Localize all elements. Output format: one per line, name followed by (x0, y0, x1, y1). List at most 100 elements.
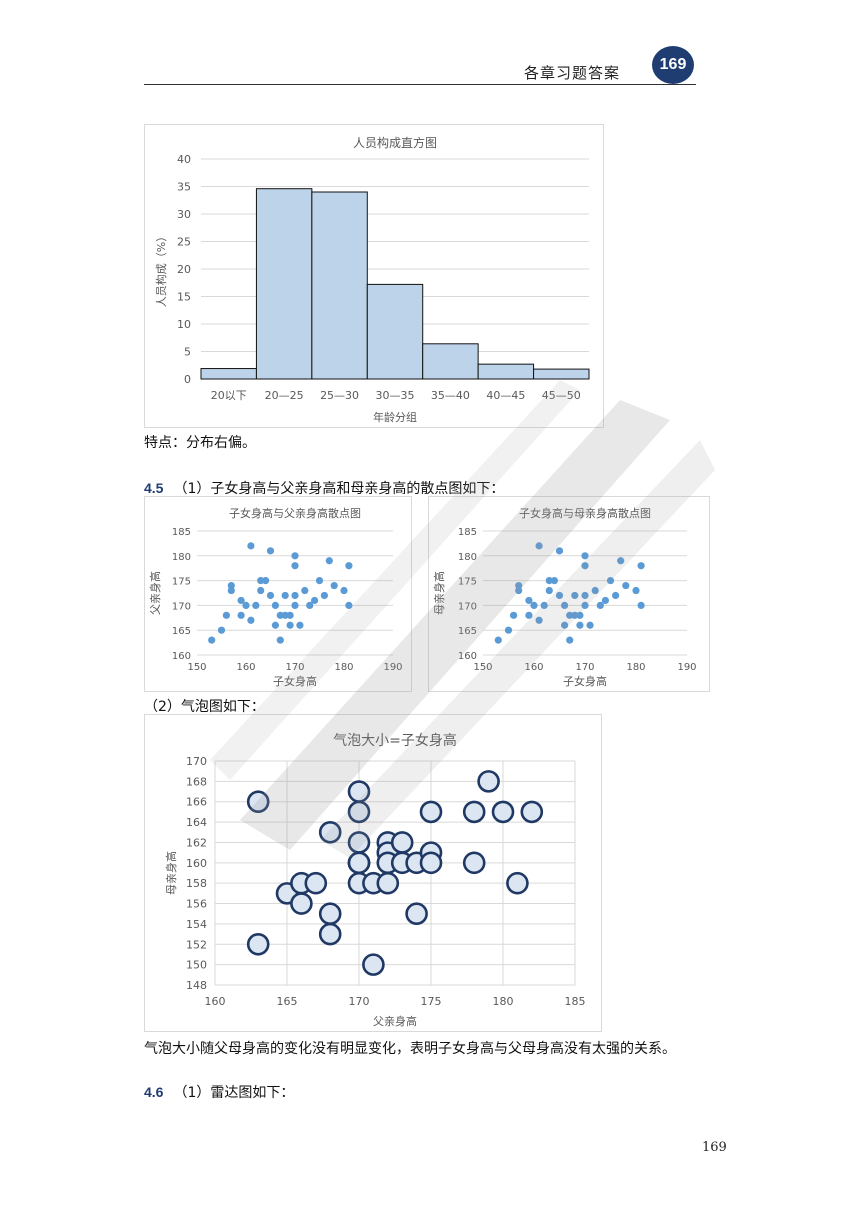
scatter-point (345, 601, 353, 609)
y-tick-label: 15 (177, 291, 191, 304)
y-tick-label: 162 (186, 836, 207, 849)
scatter-point (632, 586, 640, 595)
x-tick-label: 45—50 (542, 389, 581, 402)
scatter-point (291, 591, 299, 600)
bubble-point (290, 892, 313, 915)
x-tick-label: 20—25 (265, 389, 304, 402)
x-tick-label: 180 (493, 995, 514, 1008)
scatter-point (561, 621, 569, 629)
chart-title: 人员构成直方图 (353, 135, 437, 150)
scatter-point (281, 591, 289, 600)
y-tick-label: 30 (177, 208, 191, 221)
x-tick-label: 165 (277, 995, 298, 1008)
x-tick-label: 185 (565, 995, 586, 1008)
scatter-point (540, 601, 548, 609)
scatter-point (330, 581, 338, 590)
scatter-point (545, 586, 553, 595)
y-tick-label: 154 (186, 918, 207, 931)
x-tick-label: 175 (421, 995, 442, 1008)
y-tick-label: 175 (458, 577, 477, 588)
histogram-bar (311, 191, 368, 380)
x-tick-label: 20以下 (211, 389, 247, 402)
scatter-point (340, 586, 348, 595)
scatter-point (515, 586, 523, 595)
x-axis-label: 父亲身高 (373, 1014, 417, 1028)
x-tick-label: 180 (334, 662, 353, 673)
scatter-point (612, 591, 620, 600)
scatter-point (535, 542, 543, 550)
bubble-point (347, 851, 371, 875)
scatter-point (266, 591, 275, 600)
y-tick-label: 148 (186, 979, 207, 992)
scatter-point (581, 552, 589, 560)
histogram-bar (422, 343, 479, 380)
bubble-point (462, 851, 486, 875)
scatter-point (591, 586, 599, 595)
y-tick-label: 160 (186, 857, 207, 870)
scatter-point (227, 581, 235, 590)
section-4-6: 4.6 （1）雷达图如下： (144, 1082, 294, 1102)
scatter-point (535, 616, 543, 624)
scatter-point (271, 621, 279, 629)
bubble-point (246, 790, 270, 814)
scatter-point (555, 547, 564, 555)
bubble-point (462, 800, 486, 824)
scatter-point (571, 591, 579, 600)
scatter-point (208, 636, 216, 644)
bubble-point (318, 820, 342, 844)
bubble-chart: 148 150 152 154 156 158 160 162 164 166 168 170 160 1… (144, 714, 602, 1032)
scatter-point (252, 601, 260, 609)
x-tick-label: 190 (677, 662, 696, 673)
scatter-point (550, 577, 558, 585)
y-tick-label: 156 (186, 898, 207, 911)
scatter-point (581, 601, 589, 609)
scatter-point (286, 611, 294, 619)
y-tick-label: 35 (177, 181, 191, 194)
header-title: 各章习题答案 (524, 64, 621, 82)
scatter-point (237, 596, 245, 605)
x-tick-label: 160 (236, 662, 255, 673)
y-tick-label: 10 (177, 318, 191, 331)
y-axis-label: 母亲身高 (432, 571, 446, 615)
scatter-point (555, 591, 564, 600)
scatter-point (271, 601, 279, 609)
scatter-point (237, 611, 245, 619)
bubble-point (491, 800, 515, 824)
y-tick-label: 180 (172, 552, 191, 563)
scatter-point (494, 636, 502, 644)
scatter-point (315, 577, 324, 585)
bubble-point (347, 800, 371, 824)
scatter-point (301, 586, 309, 595)
x-axis-label: 子女身高 (563, 674, 607, 688)
scatter-point (276, 636, 284, 644)
x-tick-label: 25—30 (320, 389, 359, 402)
y-tick-label: 170 (458, 601, 477, 612)
chart-title: 子女身高与母亲身高散点图 (519, 506, 651, 520)
bubble-point (419, 800, 443, 824)
scatter-point (257, 586, 265, 595)
histogram-bar (477, 363, 535, 380)
scatter-point (617, 557, 625, 565)
y-tick-label: 175 (172, 577, 191, 588)
bubble-point (419, 851, 443, 875)
y-tick-label: 158 (186, 877, 207, 890)
scatter-point (242, 601, 250, 609)
scatter-point (637, 601, 645, 609)
y-tick-label: 5 (184, 346, 191, 359)
scatter-point (217, 626, 226, 634)
y-axis-label: 母亲身高 (164, 851, 178, 895)
scatter-point (515, 581, 523, 590)
section-number: 4.5 (144, 480, 164, 496)
bubble-point (376, 871, 400, 895)
histogram-bar (200, 368, 257, 380)
section-4-5: 4.5 （1）子女身高与父亲身高和母亲身高的散点图如下： (144, 478, 504, 498)
section-text: （1）子女身高与父亲身高和母亲身高的散点图如下： (173, 481, 505, 497)
y-tick-label: 185 (172, 527, 191, 538)
x-tick-label: 35—40 (431, 389, 470, 402)
header-rule (144, 84, 696, 85)
scatter-father-chart: 160 165 170 175 180 185 150 160 170 180 190 子女身高与父亲… (144, 496, 412, 692)
scatter-point (581, 562, 589, 570)
scatter-point (247, 616, 255, 624)
page-number: 169 (702, 1140, 727, 1155)
